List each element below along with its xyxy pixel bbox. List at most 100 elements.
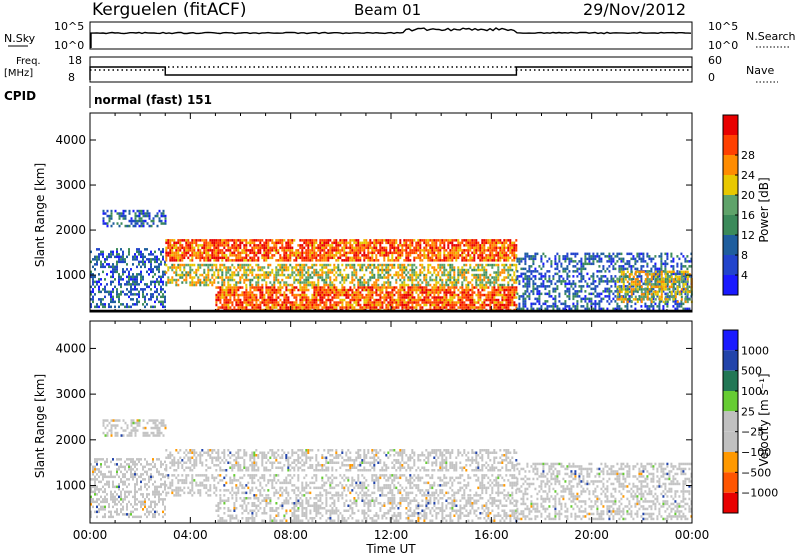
- power-cell: [511, 278, 514, 282]
- power-cell: [493, 303, 496, 307]
- power-cell: [574, 282, 577, 286]
- power-cell: [499, 271, 502, 274]
- power-cell: [355, 251, 358, 255]
- power-cell: [237, 286, 240, 289]
- power-cell: [630, 257, 633, 261]
- power-cell: [433, 259, 436, 262]
- power-cell: [608, 290, 611, 293]
- power-cell: [403, 278, 406, 282]
- power-cell: [265, 306, 268, 309]
- power-cell: [481, 281, 484, 284]
- power-cell: [399, 301, 402, 304]
- power-cell: [255, 296, 258, 299]
- power-cell: [501, 271, 504, 274]
- power-cell: [638, 252, 641, 256]
- power-cell: [638, 273, 641, 276]
- power-cell: [560, 275, 563, 278]
- power-cell: [231, 263, 234, 267]
- power-cell: [449, 298, 452, 302]
- power-cell: [381, 276, 384, 279]
- power-cell: [471, 251, 474, 255]
- power-cell: [122, 255, 124, 259]
- power-cell: [365, 301, 368, 304]
- power-cell: [110, 212, 113, 215]
- power-cell: [511, 298, 514, 302]
- power-cell: [518, 282, 521, 286]
- power-cell: [355, 256, 358, 260]
- power-cell: [499, 256, 502, 260]
- power-cell: [636, 255, 639, 258]
- power-cell: [355, 241, 358, 245]
- power-cell: [491, 263, 494, 267]
- power-cell: [616, 287, 619, 291]
- power-cell: [221, 271, 224, 274]
- power-cell: [560, 302, 563, 306]
- power-cell: [511, 283, 514, 287]
- power-cell: [407, 276, 410, 279]
- power-cell: [501, 241, 504, 245]
- power-cell: [307, 276, 310, 279]
- power-cell: [271, 268, 274, 272]
- power-cell: [441, 239, 444, 242]
- power-cell: [419, 271, 422, 274]
- power-cell: [317, 298, 320, 302]
- power-cell: [473, 276, 476, 279]
- power-cell: [415, 303, 418, 307]
- power-cell: [387, 281, 390, 284]
- power-cell: [156, 265, 158, 269]
- power-cell: [435, 244, 438, 247]
- power-cell: [397, 306, 400, 309]
- power-cell: [429, 293, 432, 297]
- power-cell: [353, 278, 356, 282]
- power-cell: [489, 298, 492, 302]
- power-cell: [672, 265, 675, 268]
- power-cell: [249, 268, 252, 272]
- power-cell: [291, 283, 294, 287]
- power-cell: [403, 241, 406, 245]
- power-cell: [291, 239, 294, 242]
- power-cell: [453, 286, 456, 289]
- power-cell: [435, 249, 438, 252]
- power-cell: [203, 271, 206, 274]
- power-cell: [578, 267, 581, 271]
- power-cell: [160, 214, 163, 218]
- power-cell: [441, 296, 444, 299]
- power-cell: [606, 277, 609, 281]
- power-cell: [281, 263, 284, 267]
- power-cell: [229, 298, 232, 302]
- power-cell: [532, 287, 535, 291]
- power-cell: [399, 251, 402, 255]
- power-cell: [325, 241, 328, 245]
- power-cell: [485, 239, 488, 242]
- power-cell: [331, 246, 334, 250]
- power-cell: [532, 262, 535, 266]
- power-cell: [146, 258, 148, 261]
- power-cell: [385, 276, 388, 279]
- power-cell: [353, 286, 356, 289]
- power-cell: [285, 286, 288, 289]
- power-cell: [576, 252, 579, 256]
- power-cell: [299, 268, 302, 272]
- power-cell: [363, 244, 366, 247]
- power-cell: [177, 254, 180, 257]
- power-cell: [337, 268, 340, 272]
- power-cell: [189, 271, 192, 274]
- power-cell: [108, 253, 110, 256]
- power-cell: [259, 268, 262, 272]
- power-cell: [239, 268, 242, 272]
- power-cell: [251, 283, 254, 287]
- power-cell: [461, 241, 464, 245]
- power-cell: [271, 306, 274, 309]
- power-cell: [445, 301, 448, 304]
- power-cell: [598, 282, 601, 286]
- power-cell: [477, 254, 480, 257]
- power-cell: [335, 296, 338, 299]
- power-cell: [110, 255, 112, 259]
- power-cell: [191, 281, 194, 284]
- power-cell: [142, 278, 144, 281]
- power-cell: [207, 244, 210, 247]
- power-cell: [532, 270, 535, 273]
- power-cell: [423, 301, 426, 304]
- power-cell: [590, 302, 593, 306]
- power-cell: [293, 259, 296, 262]
